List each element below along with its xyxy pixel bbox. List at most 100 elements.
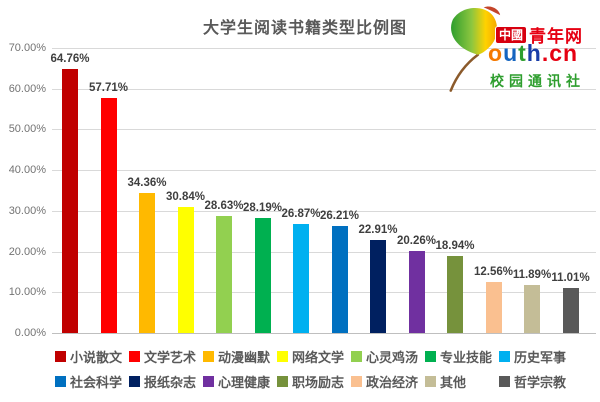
legend-swatch-icon xyxy=(55,375,66,387)
legend-item-8: 社会科学 xyxy=(55,373,129,390)
legend-swatch-icon xyxy=(129,375,140,387)
legend-swatch-icon xyxy=(425,350,436,362)
chart-bar-3 xyxy=(139,193,155,333)
legend-label: 心理健康 xyxy=(218,374,271,390)
legend-item-13: 其他 xyxy=(425,373,499,390)
legend-label: 小说散文 xyxy=(70,349,123,365)
legend-swatch-icon xyxy=(499,350,510,362)
gridline xyxy=(52,210,596,212)
y-axis-tick-label: 70.00% xyxy=(8,42,46,54)
legend-swatch-icon xyxy=(203,375,214,387)
y-axis-tick-label: 20.00% xyxy=(8,245,46,258)
chart-bar-1 xyxy=(62,69,78,333)
legend-item-11: 职场励志 xyxy=(277,373,351,390)
chart-bar-2 xyxy=(100,98,117,333)
chart-bar-5 xyxy=(216,216,232,333)
chart-title: 大学生阅读书籍类型比例图 xyxy=(202,20,407,37)
ginkgo-leaf-icon xyxy=(449,6,501,92)
bar-value-label: 20.26% xyxy=(396,234,437,247)
legend-swatch-icon xyxy=(277,350,288,362)
legend-swatch-icon xyxy=(351,375,362,387)
chart-bar-4 xyxy=(177,207,194,333)
wordmark-letter: t xyxy=(518,40,527,66)
bar-value-label: 22.91% xyxy=(358,223,398,236)
legend-label: 历史军事 xyxy=(514,349,567,365)
chart-bar-9 xyxy=(370,239,386,333)
legend-item-5: 心灵鸡汤 xyxy=(351,348,425,365)
bar-value-label: 57.71% xyxy=(88,82,129,95)
bar-value-label: 18.94% xyxy=(435,239,475,252)
gridline xyxy=(52,292,596,294)
legend-label: 专业技能 xyxy=(440,349,493,365)
bar-value-label: 26.87% xyxy=(281,207,321,220)
legend-item-4: 网络文学 xyxy=(277,348,351,365)
legend-item-9: 报纸杂志 xyxy=(129,373,203,390)
gridline xyxy=(52,48,596,49)
y-axis-tick-label: 0.00% xyxy=(14,327,46,339)
chart-bar-6 xyxy=(254,218,271,333)
legend-item-7: 历史军事 xyxy=(499,348,573,365)
legend-label: 报纸杂志 xyxy=(144,374,197,390)
chart-bar-13 xyxy=(524,284,540,333)
logo-brand-row: 中國 青年网 xyxy=(495,22,583,47)
legend-label: 社会科学 xyxy=(70,374,123,390)
bar-value-label: 28.19% xyxy=(242,202,283,215)
chart-bar-8 xyxy=(331,226,348,333)
bar-value-label: 11.01% xyxy=(551,272,590,285)
legend-item-3: 动漫幽默 xyxy=(203,348,277,365)
wordmark-letter: u xyxy=(503,40,519,66)
wordmark-letter: h xyxy=(526,40,542,66)
legend-item-2: 文学艺术 xyxy=(129,348,203,365)
y-axis-tick-label: 10.00% xyxy=(8,286,46,299)
legend-item-6: 专业技能 xyxy=(425,348,499,365)
legend-swatch-icon xyxy=(499,375,510,387)
logo-subtitle: 校园通讯社 xyxy=(490,73,585,89)
gridline xyxy=(52,170,596,172)
y-axis-tick-label: 40.00% xyxy=(8,164,46,177)
gridline xyxy=(52,129,596,131)
bar-value-label: 30.84% xyxy=(165,191,206,204)
bar-value-label: 11.89% xyxy=(512,268,552,281)
legend-label: 政治经济 xyxy=(366,374,419,390)
chart-bar-7 xyxy=(293,223,309,333)
bar-value-label: 28.63% xyxy=(204,200,244,213)
legend-swatch-icon xyxy=(55,350,66,362)
gridline xyxy=(52,88,596,90)
bar-value-label: 26.21% xyxy=(319,210,360,223)
bar-value-label: 34.36% xyxy=(127,177,167,190)
chart-bar-10 xyxy=(408,250,425,333)
chart-bar-12 xyxy=(485,281,502,333)
legend-swatch-icon xyxy=(351,350,362,362)
legend-label: 文学艺术 xyxy=(144,349,197,365)
gridline xyxy=(52,251,596,253)
legend-label: 心灵鸡汤 xyxy=(366,349,419,365)
china-badge: 中國 xyxy=(495,25,528,44)
legend-label: 职场励志 xyxy=(292,374,345,390)
legend-label: 其他 xyxy=(440,374,467,390)
y-axis-tick-label: 30.00% xyxy=(8,204,46,217)
youth-cn-logo: 中國 青年网 outh.cn 校园通讯社 xyxy=(443,2,599,96)
legend-label: 动漫幽默 xyxy=(218,349,271,365)
wordmark-letter: .cn xyxy=(541,40,579,66)
y-axis-tick-label: 50.00% xyxy=(8,123,46,136)
youth-cn-wordmark: outh.cn xyxy=(488,41,578,65)
bar-value-label: 12.56% xyxy=(473,265,514,278)
legend-item-1: 小说散文 xyxy=(55,348,129,365)
bar-value-label: 64.76% xyxy=(50,53,90,66)
brand-text: 青年网 xyxy=(529,27,584,46)
x-axis-line xyxy=(52,333,596,334)
legend-item-10: 心理健康 xyxy=(203,373,277,390)
legend-item-14: 哲学宗教 xyxy=(499,373,573,390)
chart-legend: 小说散文 文学艺术 动漫幽默 网络文学 心灵鸡汤 专业技能 历史军事社会科学 报纸杂志 心理健康… xyxy=(55,348,595,390)
chart-bar-11 xyxy=(447,255,463,333)
legend-swatch-icon xyxy=(425,375,436,387)
y-axis-tick-label: 60.00% xyxy=(8,82,46,95)
legend-label: 哲学宗教 xyxy=(514,374,567,390)
legend-item-12: 政治经济 xyxy=(351,373,425,390)
wordmark-letter: o xyxy=(488,40,504,66)
legend-swatch-icon xyxy=(129,350,140,362)
legend-swatch-icon xyxy=(203,350,214,362)
chart-bar-14 xyxy=(562,288,579,333)
legend-label: 网络文学 xyxy=(292,349,345,365)
